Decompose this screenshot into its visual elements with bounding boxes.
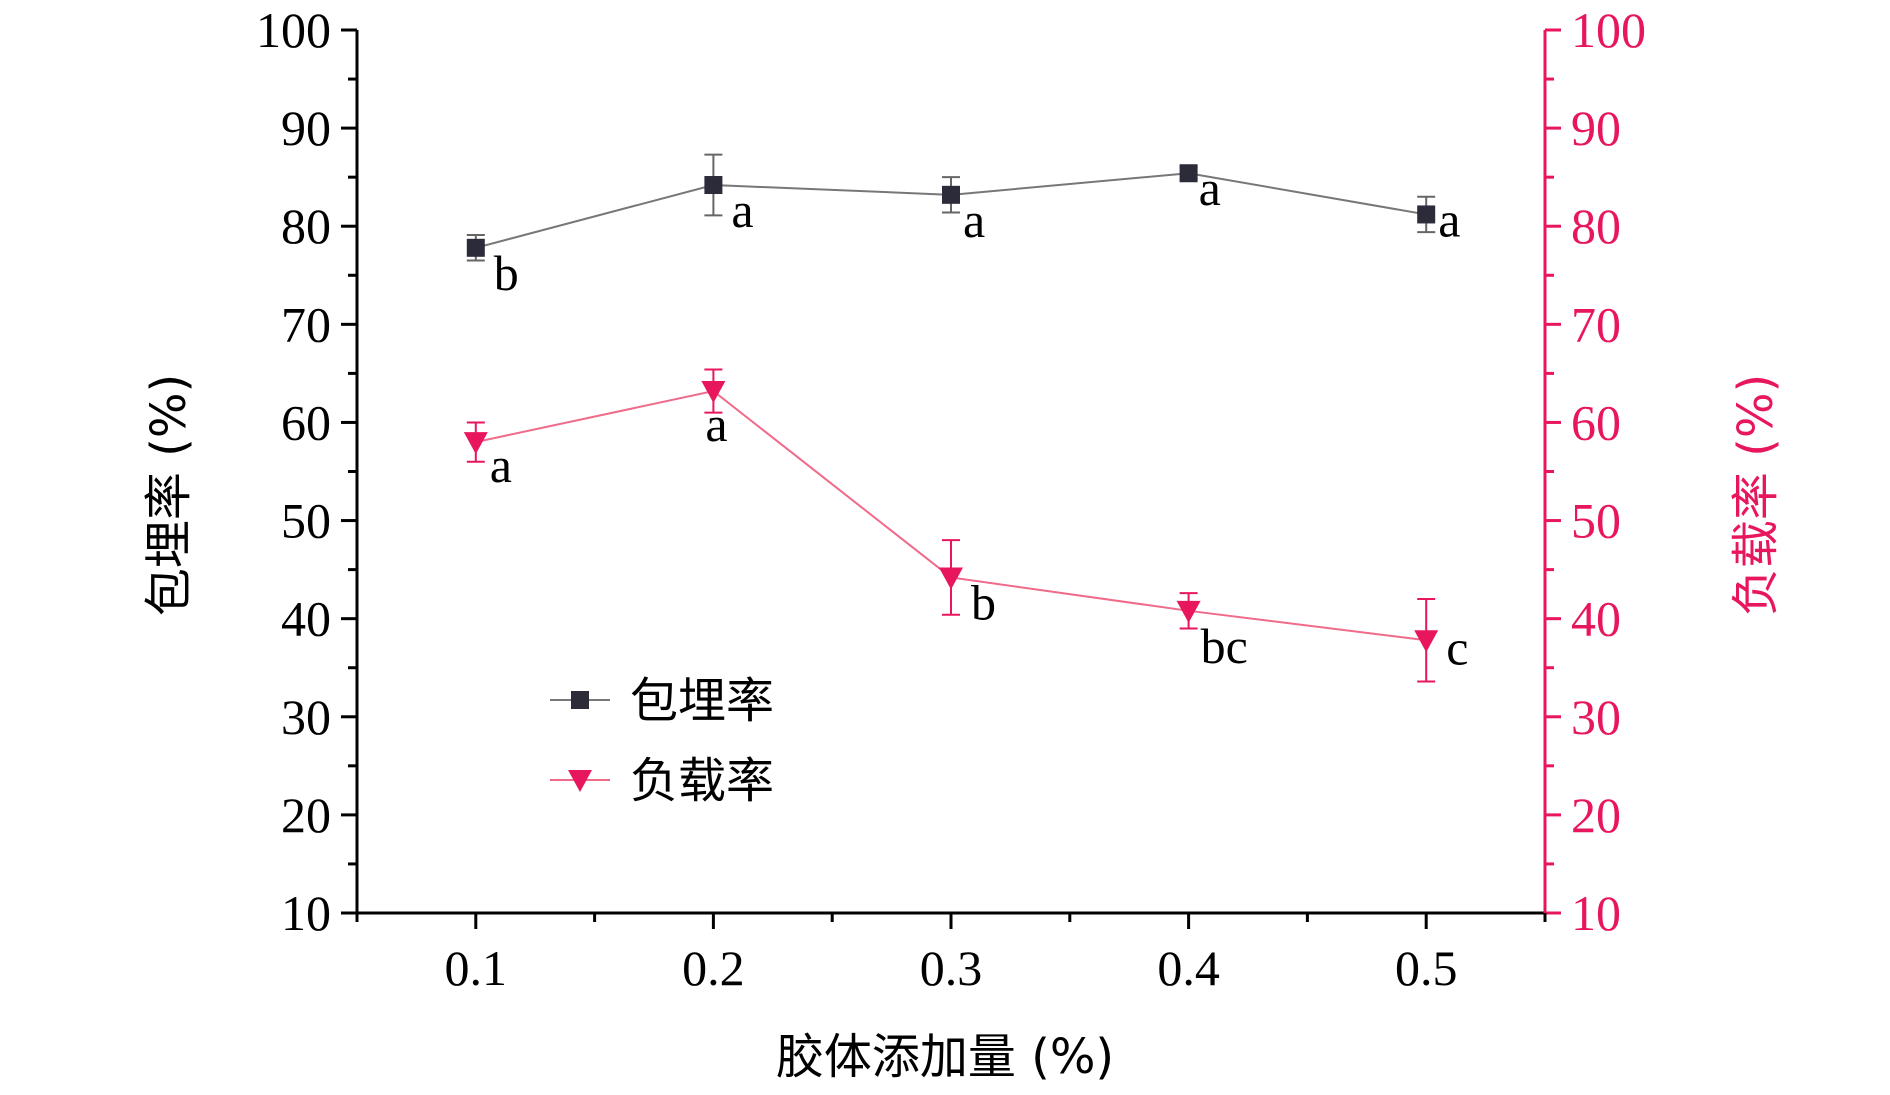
x-tick-label: 0.5 — [1395, 940, 1458, 996]
y-right-tick-label: 70 — [1571, 296, 1621, 352]
series-encapsulation: b a a a a — [466, 153, 1460, 301]
significance-label: b — [494, 245, 519, 301]
x-tick-label: 0.2 — [682, 940, 745, 996]
significance-label: a — [490, 437, 512, 493]
y-right-tick-label: 50 — [1571, 493, 1621, 549]
x-tick-label: 0.3 — [920, 940, 983, 996]
y-left-tick-label: 10 — [281, 885, 331, 941]
y-right-tick-label: 30 — [1571, 689, 1621, 745]
y-left-tick-label: 80 — [281, 198, 331, 254]
data-point-square — [466, 238, 485, 257]
y-right-tick-label: 90 — [1571, 100, 1621, 156]
y-left-tick-label: 90 — [281, 100, 331, 156]
legend-label: 负载率 — [630, 753, 774, 809]
significance-label: a — [705, 396, 727, 452]
legend-label: 包埋率 — [630, 673, 774, 729]
y-left-tick-label: 70 — [281, 296, 331, 352]
significance-label: a — [963, 192, 985, 248]
data-point-square — [1179, 164, 1198, 183]
series-loading: a a b bc c — [463, 368, 1468, 683]
y-left-tick-label: 50 — [281, 493, 331, 549]
y-left-tick-label: 60 — [281, 394, 331, 450]
y-left-tick-label: 100 — [256, 2, 331, 58]
y-left-tick-label: 20 — [281, 787, 331, 843]
significance-label: a — [1438, 191, 1460, 247]
y-right-tick-label: 80 — [1571, 198, 1621, 254]
data-point-triangle — [1176, 600, 1201, 623]
axes: 10 20 30 40 50 60 70 80 90 100 10 20 30 40 50 60 70 80 90 1… — [256, 2, 1646, 996]
data-point-square — [1417, 205, 1436, 224]
x-tick-label: 0.4 — [1157, 940, 1220, 996]
data-point-triangle — [463, 432, 488, 455]
significance-label: a — [731, 182, 753, 238]
y-right-tick-label: 20 — [1571, 787, 1621, 843]
y-right-tick-label: 100 — [1571, 2, 1646, 58]
legend-marker-square — [571, 691, 589, 709]
series-layer: b a a a a a a b bc c — [463, 153, 1468, 683]
data-point-triangle — [1414, 630, 1439, 653]
x-axis-title: 胶体添加量 (%) — [776, 1029, 1114, 1085]
significance-label: c — [1446, 619, 1468, 675]
y-right-title: 负载率 (%) — [1728, 374, 1784, 616]
data-point-square — [942, 185, 960, 204]
significance-label: b — [971, 574, 996, 630]
data-point-triangle — [701, 381, 726, 404]
significance-label: a — [1199, 160, 1221, 216]
y-left-tick-label: 40 — [281, 591, 331, 647]
y-right-tick-label: 60 — [1571, 394, 1621, 450]
data-point-triangle — [939, 567, 963, 590]
y-right-tick-label: 40 — [1571, 591, 1621, 647]
y-left-title: 包埋率 (%) — [141, 374, 197, 616]
y-right-tick-label: 10 — [1571, 885, 1621, 941]
data-point-square — [704, 176, 723, 195]
legend-marker-triangle — [568, 770, 592, 792]
y-left-tick-label: 30 — [281, 689, 331, 745]
significance-label: bc — [1201, 618, 1248, 674]
x-tick-label: 0.1 — [445, 940, 508, 996]
